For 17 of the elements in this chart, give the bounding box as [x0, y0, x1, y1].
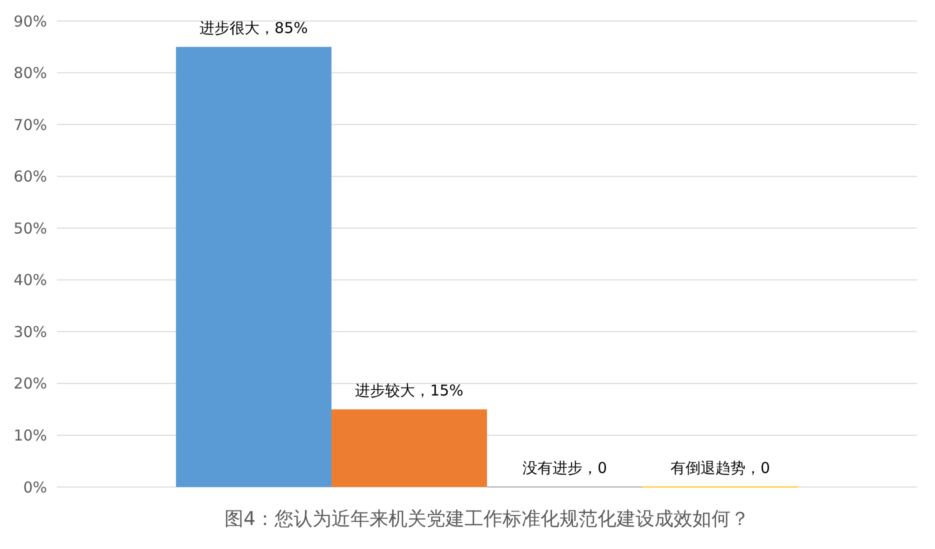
data-label: 进步很大，85%	[200, 18, 308, 37]
y-tick-label: 60%	[14, 168, 47, 186]
y-tick-label: 50%	[14, 219, 47, 238]
y-tick-label: 10%	[14, 426, 47, 444]
y-tick-label: 70%	[14, 116, 47, 134]
data-label: 没有进步，0	[522, 459, 608, 477]
y-tick-label: 0%	[23, 478, 47, 496]
y-tick-label: 20%	[14, 374, 47, 393]
y-tick-label: 80%	[14, 64, 47, 82]
data-label: 有倒退趋势，0	[670, 459, 770, 477]
y-tick-label: 30%	[14, 322, 47, 341]
y-tick-label: 90%	[14, 12, 47, 30]
text: 图4：您认为近年来机关党建工作标准化规范化建设成效如何？	[224, 508, 750, 530]
data-label: 进步较大，15%	[355, 381, 464, 400]
bar	[331, 409, 487, 487]
y-tick-label: 40%	[14, 271, 47, 290]
bar	[176, 46, 332, 487]
